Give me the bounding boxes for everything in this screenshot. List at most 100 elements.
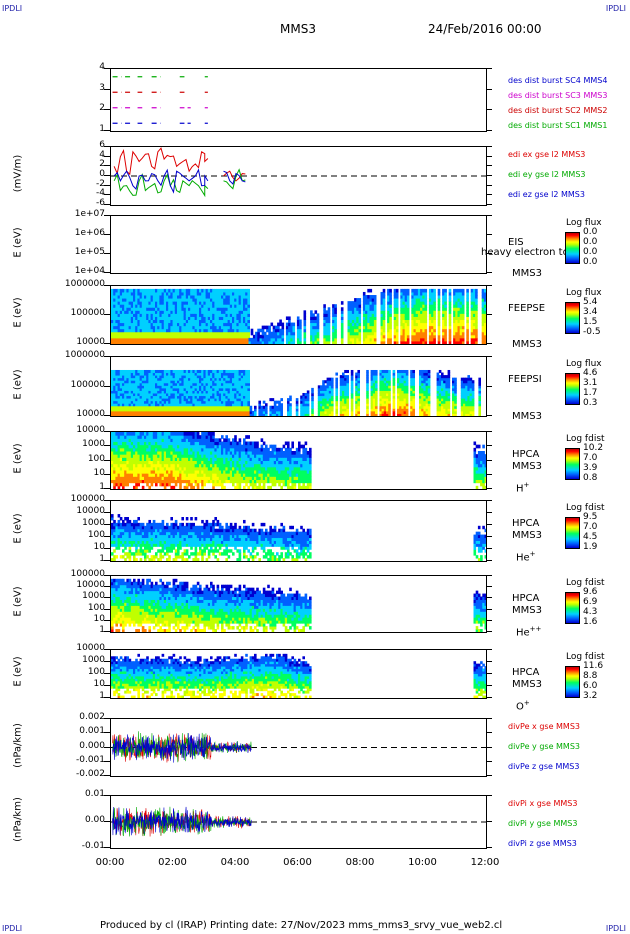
spectrogram-cell xyxy=(342,380,345,384)
spectrogram-cell xyxy=(362,334,366,339)
spectrogram-cell xyxy=(210,375,213,379)
spectrogram-cell xyxy=(137,432,140,436)
spectrogram-cell xyxy=(302,400,305,404)
spectrogram-cell xyxy=(403,413,407,416)
spectrogram-cell xyxy=(163,390,167,394)
spectrogram-cell xyxy=(201,313,204,317)
spectrogram-cell xyxy=(133,408,136,412)
spectrogram-cell xyxy=(240,334,244,339)
spectrogram-cell xyxy=(410,405,413,409)
spectrogram-cell xyxy=(124,470,127,474)
spectrogram-cell xyxy=(392,408,396,412)
spectrogram-cell xyxy=(357,382,360,386)
spectrogram-cell xyxy=(327,334,331,339)
spectrogram-cell xyxy=(399,372,402,376)
spectrogram-cell xyxy=(141,340,145,344)
spectrogram-cell xyxy=(152,291,156,296)
colorbar xyxy=(565,302,580,334)
spectrogram-cell xyxy=(436,372,440,376)
spectrogram-cell xyxy=(335,372,338,376)
spectrogram-cell xyxy=(481,288,485,293)
spectrogram-cell xyxy=(402,295,406,299)
spectrogram-cell xyxy=(223,410,226,414)
spectrogram-cell xyxy=(117,466,121,471)
spectrogram-cell xyxy=(367,316,370,321)
spectrogram-cell xyxy=(243,319,246,324)
spectrogram-cell xyxy=(221,304,224,308)
spectrogram-cell xyxy=(130,310,134,314)
spectrogram-cell xyxy=(386,372,389,376)
spectrogram-cell xyxy=(126,473,129,477)
spectrogram-cell xyxy=(203,334,206,339)
spectrogram-cell xyxy=(371,331,375,336)
spectrogram-cell xyxy=(201,410,204,414)
spectrogram-cell xyxy=(170,301,173,305)
spectrogram-cell xyxy=(214,410,217,414)
spectrogram-cell xyxy=(157,435,160,439)
spectrogram-cell xyxy=(130,337,134,342)
spectrogram-cell xyxy=(383,400,387,404)
spectrogram-cell xyxy=(183,340,187,344)
spectrogram-cell xyxy=(214,313,217,317)
spectrogram-cell xyxy=(465,395,468,399)
spectrogram-cell xyxy=(437,334,441,339)
spectrogram-cell xyxy=(174,476,178,480)
spectrogram-cell xyxy=(303,334,307,339)
spectrogram-cell xyxy=(122,380,125,384)
spectrogram-cell xyxy=(157,375,160,379)
spectrogram-cell xyxy=(218,392,222,397)
spectrogram-cell xyxy=(424,313,428,317)
spectrogram-cell xyxy=(395,322,399,327)
spectrogram-cell xyxy=(161,410,165,414)
spectrogram-cell xyxy=(227,377,231,381)
spectrogram-cell xyxy=(232,390,235,394)
spectrogram-cell xyxy=(355,403,358,407)
spectrogram-cell xyxy=(203,325,206,330)
spectrogram-cell xyxy=(150,410,154,414)
spectrogram-cell xyxy=(431,298,434,302)
spectrogram-cell xyxy=(155,470,158,474)
spectrogram-cell xyxy=(406,337,410,342)
spectrogram-cell xyxy=(412,377,415,381)
spectrogram-cell xyxy=(205,408,209,412)
spectrogram-cell xyxy=(402,310,406,314)
spectrogram-cell xyxy=(481,291,485,296)
spectrogram-cell xyxy=(135,334,138,339)
spectrogram-cell xyxy=(404,334,408,339)
spectrogram-cell xyxy=(427,387,431,391)
spectrogram-cell xyxy=(406,316,410,321)
spectrogram-cell xyxy=(126,322,129,327)
spectrogram-cell xyxy=(199,307,202,311)
spectrogram-cell xyxy=(119,307,123,311)
spectrogram-cell xyxy=(146,291,149,296)
spectrogram-cell xyxy=(185,310,189,314)
spectrogram-cell xyxy=(157,408,160,412)
spectrogram-cell xyxy=(137,390,140,394)
spectrogram-cell xyxy=(161,331,165,336)
spectrogram-cell xyxy=(221,408,224,412)
spectrogram-cell xyxy=(457,337,461,342)
spectrogram-cell xyxy=(232,295,235,299)
spectrogram-cell xyxy=(210,387,213,391)
spectrogram-cell xyxy=(461,322,465,327)
spectrogram-cell xyxy=(382,331,386,336)
spectrogram-cell xyxy=(380,328,384,333)
spectrogram-cell xyxy=(166,400,169,404)
spectrogram-cell xyxy=(194,369,198,374)
spectrogram-cell xyxy=(163,313,167,317)
spectrogram-cell xyxy=(225,319,228,324)
spectrogram-cell xyxy=(133,301,136,305)
spectrogram-cell xyxy=(419,372,422,376)
spectrogram-cell xyxy=(172,398,176,402)
spectrogram-cell xyxy=(130,410,134,414)
y-tick-label: 1000000 xyxy=(64,279,105,289)
spectrogram-cell xyxy=(358,331,362,336)
spectrogram-cell xyxy=(438,410,442,414)
plot-feepsi xyxy=(110,356,487,417)
spectrogram-cell xyxy=(163,295,167,299)
spectrogram-cell xyxy=(201,395,204,399)
spectrogram-cell xyxy=(397,369,400,374)
spectrogram-cell xyxy=(380,325,384,330)
spectrogram-cell xyxy=(344,385,347,389)
spectrogram-cell xyxy=(119,447,123,452)
